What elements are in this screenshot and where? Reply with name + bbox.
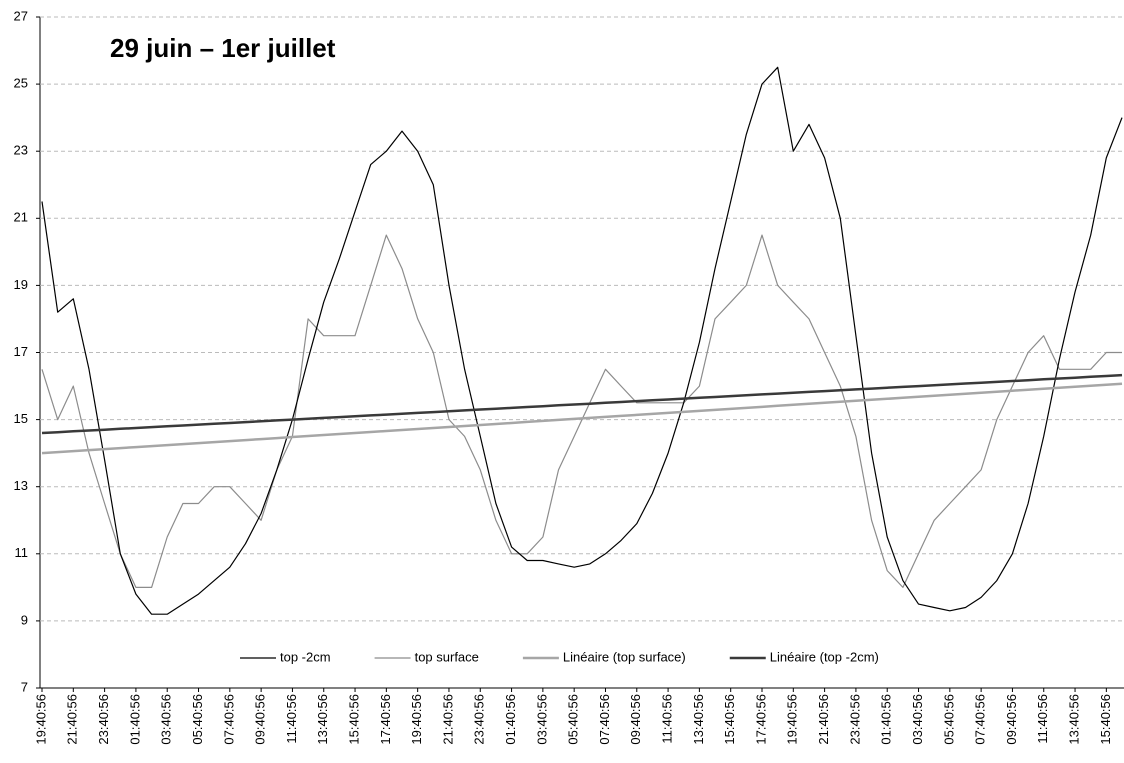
chart-title: 29 juin – 1er juillet — [110, 33, 336, 63]
x-tick-label: 15:40:56 — [346, 694, 361, 745]
legend-label: top -2cm — [280, 649, 331, 664]
x-tick-label: 11:40:56 — [284, 694, 299, 744]
x-tick-label: 19:40:56 — [785, 694, 800, 745]
x-tick-label: 03:40:56 — [910, 694, 925, 745]
series-group — [41, 66, 1123, 615]
series-line — [41, 382, 1123, 455]
y-tick-label: 23 — [14, 143, 28, 158]
x-tick-label: 17:40:56 — [378, 694, 393, 745]
x-tick-label: 07:40:56 — [973, 694, 988, 745]
y-tick-label: 25 — [14, 76, 28, 91]
x-tick-label: 23:40:56 — [472, 694, 487, 745]
x-tick-label: 11:40:56 — [660, 694, 675, 744]
x-tick-label: 03:40:56 — [159, 694, 174, 745]
y-tick-label: 15 — [14, 411, 28, 426]
series-line — [41, 66, 1123, 615]
x-tick-label: 11:40:56 — [1035, 694, 1050, 744]
x-tick-label: 13:40:56 — [315, 694, 330, 745]
y-tick-label: 7 — [21, 679, 28, 694]
x-tick-label: 01:40:56 — [879, 694, 894, 745]
x-tick-label: 05:40:56 — [941, 694, 956, 745]
x-tick-label: 19:40:56 — [33, 694, 48, 745]
x-tick-label: 03:40:56 — [534, 694, 549, 745]
x-tick-label: 17:40:56 — [753, 694, 768, 745]
y-tick-label: 21 — [14, 210, 28, 225]
legend-label: top surface — [415, 649, 479, 664]
y-tick-label: 13 — [14, 478, 28, 493]
y-tick-label: 27 — [14, 8, 28, 23]
x-tick-label: 09:40:56 — [1004, 694, 1019, 745]
legend-label: Linéaire (top -2cm) — [770, 649, 879, 664]
x-tick-label: 21:40:56 — [440, 694, 455, 745]
y-tick-label: 19 — [14, 277, 28, 292]
x-tick-label: 19:40:56 — [409, 694, 424, 745]
x-tick-label: 01:40:56 — [503, 694, 518, 745]
axes: 19:40:56 21:40:56 23:40:56 01:40:56 03:40:56… — [33, 17, 1124, 745]
x-tick-label: 05:40:56 — [566, 694, 581, 745]
x-tick-label: 23:40:56 — [96, 694, 111, 745]
series-line — [41, 373, 1123, 435]
x-tick-label: 07:40:56 — [597, 694, 612, 745]
legend-label: Linéaire (top surface) — [563, 649, 686, 664]
x-tick-label: 09:40:56 — [628, 694, 643, 745]
y-tick-label: 11 — [15, 545, 29, 560]
x-tick-label: 01:40:56 — [127, 694, 142, 745]
x-tick-label: 09:40:56 — [253, 694, 268, 745]
x-tick-label: 05:40:56 — [190, 694, 205, 745]
legend: top -2cm top surface Linéaire (top surface… — [240, 649, 879, 664]
y-tick-label: 17 — [14, 344, 28, 359]
y-tick-label: 9 — [21, 612, 28, 627]
x-tick-label: 21:40:56 — [816, 694, 831, 745]
x-tick-label: 15:40:56 — [722, 694, 737, 745]
series-line — [41, 234, 1122, 588]
x-tick-label: 07:40:56 — [221, 694, 236, 745]
x-tick-label: 15:40:56 — [1098, 694, 1113, 745]
x-tick-label: 13:40:56 — [1066, 694, 1081, 745]
x-tick-label: 13:40:56 — [691, 694, 706, 745]
x-tick-label: 21:40:56 — [65, 694, 80, 745]
x-tick-label: 23:40:56 — [847, 694, 862, 745]
